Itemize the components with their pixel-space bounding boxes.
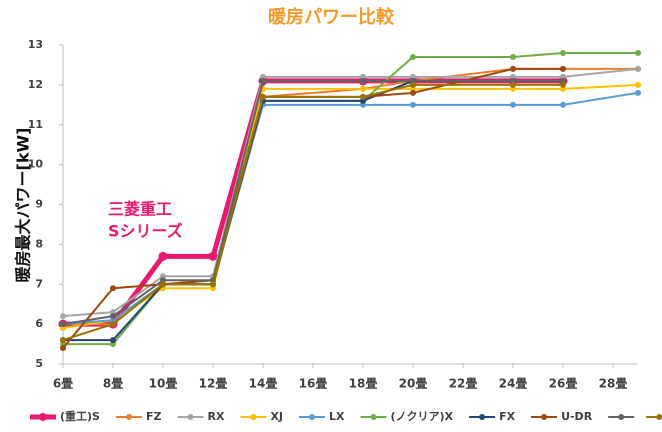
legend-marker bbox=[309, 414, 316, 420]
legend-marker bbox=[39, 413, 47, 421]
data-point bbox=[560, 101, 566, 108]
y-tick-label: 9 bbox=[35, 198, 43, 211]
x-tick-label: 20畳 bbox=[399, 377, 428, 391]
legend-label: RX bbox=[207, 410, 224, 423]
data-point bbox=[635, 49, 641, 56]
legend-marker bbox=[125, 414, 132, 420]
data-point bbox=[110, 337, 116, 344]
data-point bbox=[60, 337, 66, 344]
legend-label: XJ bbox=[270, 410, 283, 423]
data-point bbox=[410, 53, 416, 60]
y-tick-label: 6 bbox=[35, 317, 43, 330]
data-point bbox=[410, 101, 416, 108]
x-tick-label: 14畳 bbox=[249, 377, 278, 391]
data-point bbox=[110, 321, 116, 328]
data-point bbox=[210, 281, 216, 288]
legend-marker bbox=[479, 414, 486, 420]
data-point bbox=[635, 89, 641, 96]
annotation: 三菱重工 bbox=[108, 200, 172, 219]
data-point bbox=[410, 81, 416, 88]
data-point bbox=[260, 93, 266, 100]
x-tick-label: 16畳 bbox=[299, 377, 328, 391]
data-point bbox=[510, 81, 516, 88]
data-point bbox=[110, 285, 116, 292]
data-point bbox=[360, 93, 366, 100]
legend-marker bbox=[250, 414, 257, 420]
data-point bbox=[510, 65, 516, 72]
data-point bbox=[560, 81, 566, 88]
annotation: Sシリーズ bbox=[108, 222, 183, 241]
legend-label: FZ bbox=[146, 410, 162, 423]
x-tick-label: 22畳 bbox=[449, 377, 478, 391]
y-tick-label: 11 bbox=[28, 118, 43, 131]
y-tick-label: 12 bbox=[28, 78, 43, 91]
data-point bbox=[360, 85, 366, 92]
x-tick-label: 28畳 bbox=[599, 377, 628, 391]
data-point bbox=[510, 101, 516, 108]
chart-title: 暖房パワー比較 bbox=[268, 6, 395, 28]
data-point bbox=[60, 321, 66, 328]
x-tick-label: 18畳 bbox=[349, 377, 378, 391]
legend-label: (ノクリア)X bbox=[391, 410, 454, 423]
data-point bbox=[635, 81, 641, 88]
data-point bbox=[510, 53, 516, 60]
legend-marker bbox=[187, 414, 194, 420]
data-point bbox=[560, 65, 566, 72]
y-tick-label: 7 bbox=[35, 277, 43, 290]
data-point bbox=[60, 345, 66, 352]
legend-marker bbox=[541, 414, 548, 420]
data-point bbox=[208, 251, 218, 261]
x-tick-label: 10畳 bbox=[149, 377, 178, 391]
data-point bbox=[110, 313, 116, 320]
y-tick-label: 8 bbox=[35, 237, 43, 250]
data-point bbox=[160, 281, 166, 288]
data-point bbox=[360, 77, 366, 84]
data-point bbox=[560, 49, 566, 56]
data-point bbox=[635, 65, 641, 72]
x-tick-label: 24畳 bbox=[499, 377, 528, 391]
y-tick-label: 5 bbox=[35, 357, 43, 370]
legend-marker bbox=[370, 414, 377, 420]
data-point bbox=[260, 77, 266, 84]
data-point bbox=[410, 89, 416, 96]
x-tick-label: 26畳 bbox=[549, 377, 578, 391]
series-line bbox=[62, 67, 639, 318]
legend-label: LX bbox=[329, 410, 345, 423]
y-axis-label: 暖房最大パワー[kW] bbox=[14, 128, 33, 283]
x-tick-label: 12畳 bbox=[199, 377, 228, 391]
x-tick-label: 6畳 bbox=[53, 377, 73, 391]
legend-label: FX bbox=[499, 410, 516, 423]
y-tick-label: 13 bbox=[28, 38, 43, 51]
x-tick-label: 8畳 bbox=[103, 377, 123, 391]
legend-label: (重工)S bbox=[60, 409, 100, 423]
data-point bbox=[158, 251, 168, 261]
data-point bbox=[60, 313, 66, 320]
legend-marker bbox=[618, 414, 625, 420]
series-line bbox=[62, 91, 639, 326]
legend-label: U-DR bbox=[561, 410, 593, 423]
y-tick-label: 10 bbox=[28, 158, 44, 171]
legend-marker bbox=[656, 414, 662, 420]
